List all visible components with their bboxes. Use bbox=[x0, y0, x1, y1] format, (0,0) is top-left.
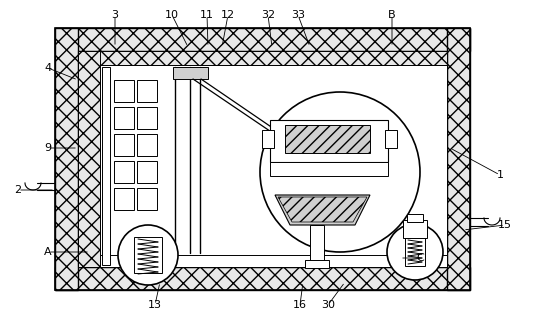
Text: 10: 10 bbox=[165, 10, 179, 20]
Bar bbox=[55, 267, 470, 290]
Text: 12: 12 bbox=[221, 10, 235, 20]
Bar bbox=[55, 28, 470, 51]
Polygon shape bbox=[275, 195, 370, 225]
Text: 1: 1 bbox=[497, 170, 504, 180]
Text: 3: 3 bbox=[112, 10, 119, 20]
Bar bbox=[55, 28, 78, 290]
Bar bbox=[100, 65, 447, 267]
Bar bbox=[137, 107, 157, 129]
Text: 9: 9 bbox=[44, 143, 52, 153]
Bar bbox=[270, 162, 388, 176]
Circle shape bbox=[387, 224, 443, 280]
Bar bbox=[305, 260, 329, 268]
Bar bbox=[102, 67, 110, 265]
Text: 16: 16 bbox=[293, 300, 307, 310]
Bar bbox=[403, 220, 427, 238]
Bar bbox=[310, 225, 324, 263]
Circle shape bbox=[118, 225, 178, 285]
Bar bbox=[78, 51, 447, 267]
Text: 30: 30 bbox=[321, 300, 335, 310]
Bar bbox=[385, 130, 397, 148]
Bar bbox=[137, 134, 157, 156]
Bar bbox=[100, 255, 447, 267]
Bar bbox=[447, 28, 470, 290]
Bar bbox=[134, 237, 162, 273]
Text: 13: 13 bbox=[148, 300, 162, 310]
Text: 2: 2 bbox=[14, 185, 21, 195]
Text: B: B bbox=[388, 10, 396, 20]
Bar bbox=[114, 161, 134, 183]
Text: 33: 33 bbox=[291, 10, 305, 20]
Polygon shape bbox=[278, 197, 367, 222]
Bar bbox=[114, 134, 134, 156]
Bar bbox=[137, 161, 157, 183]
Text: 11: 11 bbox=[200, 10, 214, 20]
Text: 32: 32 bbox=[261, 10, 275, 20]
Text: A: A bbox=[44, 247, 52, 257]
Bar bbox=[137, 188, 157, 210]
Bar bbox=[405, 238, 425, 266]
Bar bbox=[137, 80, 157, 102]
Bar bbox=[114, 107, 134, 129]
Bar bbox=[270, 120, 388, 162]
Text: 4: 4 bbox=[44, 63, 52, 73]
Text: 15: 15 bbox=[498, 220, 512, 230]
Bar bbox=[173, 67, 208, 79]
Bar bbox=[55, 28, 470, 290]
Bar bbox=[407, 214, 423, 222]
Bar bbox=[262, 130, 274, 148]
Bar bbox=[114, 188, 134, 210]
Bar bbox=[114, 80, 134, 102]
Text: C: C bbox=[416, 253, 424, 263]
Bar bbox=[285, 125, 370, 153]
Bar bbox=[78, 51, 100, 267]
Bar bbox=[78, 51, 447, 65]
